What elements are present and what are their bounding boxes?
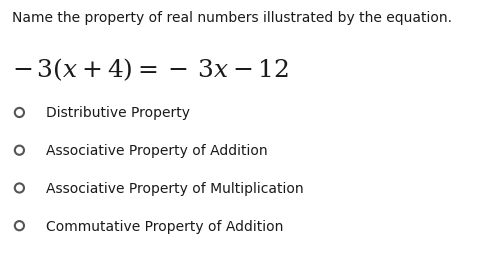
Text: Commutative Property of Addition: Commutative Property of Addition (46, 219, 283, 233)
Text: Name the property of real numbers illustrated by the equation.: Name the property of real numbers illust… (12, 11, 451, 25)
Text: Associative Property of Multiplication: Associative Property of Multiplication (46, 181, 303, 195)
Text: $-\,3(x+4)=-\,3x-12$: $-\,3(x+4)=-\,3x-12$ (12, 56, 289, 82)
Text: Associative Property of Addition: Associative Property of Addition (46, 144, 267, 157)
Text: Distributive Property: Distributive Property (46, 106, 190, 120)
